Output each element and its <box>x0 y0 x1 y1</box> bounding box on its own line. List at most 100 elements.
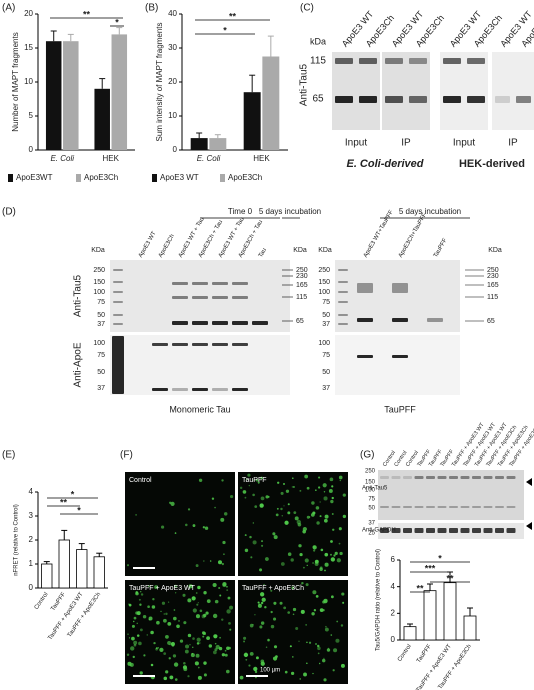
cell <box>257 603 262 608</box>
bar <box>94 88 110 150</box>
cell <box>315 595 319 598</box>
panel-label: (F) <box>120 450 133 461</box>
cell <box>323 678 327 682</box>
marker: 75 <box>322 352 330 359</box>
marker: 100 <box>93 340 105 347</box>
band <box>338 291 348 293</box>
cell <box>341 592 345 596</box>
cell <box>340 663 345 668</box>
band <box>392 318 408 322</box>
cell <box>315 506 320 510</box>
marker: 65 <box>312 94 324 105</box>
significance: * <box>223 25 227 35</box>
cell <box>326 648 331 652</box>
cell <box>299 678 301 680</box>
cell <box>203 591 207 595</box>
cell <box>323 491 326 493</box>
band <box>403 476 412 479</box>
cell <box>291 486 294 488</box>
band <box>232 282 248 285</box>
cell <box>202 526 205 529</box>
marker: 115 <box>310 56 326 67</box>
cell <box>331 496 334 500</box>
cell <box>185 523 188 527</box>
cell <box>243 636 247 640</box>
marker: 37 <box>97 321 105 328</box>
cell <box>304 558 309 563</box>
y-tick-label: 0 <box>173 145 178 154</box>
cell <box>289 645 292 648</box>
band <box>409 58 427 64</box>
cell <box>292 613 295 616</box>
bar <box>63 41 79 151</box>
band <box>172 388 188 391</box>
cell <box>306 564 308 567</box>
cell <box>252 624 254 626</box>
cell <box>196 642 200 645</box>
lane-label: Tau <box>258 247 268 258</box>
arrow-label: 230 <box>296 273 308 280</box>
cell <box>272 656 278 661</box>
band <box>212 296 228 299</box>
arrow-label: 115 <box>487 294 498 301</box>
blot <box>378 470 524 520</box>
cell <box>223 512 228 516</box>
cell <box>300 609 305 614</box>
band <box>443 96 461 103</box>
band <box>359 96 377 103</box>
kda: kDa <box>310 36 326 46</box>
significance: ** <box>229 11 237 21</box>
marker: 50 <box>97 312 105 319</box>
band <box>113 301 123 303</box>
bar <box>93 556 105 589</box>
y-tick-label: 0 <box>29 583 34 592</box>
cell <box>306 662 308 665</box>
cell <box>277 481 280 484</box>
blot <box>382 52 430 130</box>
cell <box>319 515 322 518</box>
cell <box>199 609 203 613</box>
cell <box>194 661 199 666</box>
cell <box>135 611 139 615</box>
cell <box>322 483 327 488</box>
arrowhead <box>526 522 532 530</box>
cell <box>265 557 269 561</box>
cell <box>279 601 283 605</box>
cell <box>192 608 197 613</box>
cell <box>298 544 302 548</box>
cell <box>131 624 135 628</box>
bar <box>209 138 227 150</box>
cell <box>244 548 249 553</box>
cell <box>339 551 343 556</box>
y-tick-label: 2 <box>29 535 34 544</box>
band <box>212 321 228 325</box>
band <box>212 388 228 391</box>
cell <box>313 549 316 552</box>
arrow-label: 250 <box>296 267 308 274</box>
cell <box>273 617 277 621</box>
cell <box>329 477 334 482</box>
significance: * <box>77 505 81 515</box>
cell <box>306 515 310 519</box>
cell <box>265 495 269 499</box>
blot <box>332 52 380 130</box>
cell <box>167 601 170 603</box>
band <box>449 528 458 533</box>
cell <box>173 584 178 589</box>
cell <box>227 596 231 600</box>
cell <box>214 599 219 604</box>
cell <box>197 602 199 604</box>
cell <box>312 672 314 675</box>
antibody-label: Anti-Tau5 <box>299 63 310 106</box>
cell <box>161 525 165 529</box>
band <box>467 96 485 103</box>
band <box>252 321 268 325</box>
cell <box>322 658 326 663</box>
cell <box>270 610 273 614</box>
cell <box>135 591 139 594</box>
cell <box>255 656 259 660</box>
cell <box>183 621 187 625</box>
cell <box>250 556 253 559</box>
cell <box>148 585 150 588</box>
cell <box>292 486 295 488</box>
